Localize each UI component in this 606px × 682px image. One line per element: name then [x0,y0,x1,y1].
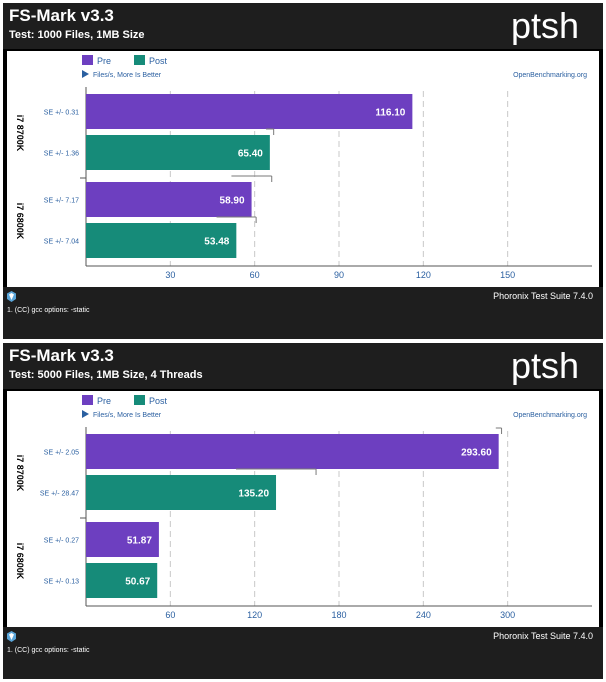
bar-value-label: 53.48 [204,237,229,248]
chart-header: FS-Mark v3.3 Test: 5000 Files, 1MB Size,… [3,343,603,389]
bar-value-label: 65.40 [238,149,263,160]
chart-subtitle: Test: 1000 Files, 1MB Size [9,29,145,41]
chart-footer: Phoronix Test Suite 7.4.0 1. (CC) gcc op… [3,627,603,679]
legend-label: Pre [97,56,111,66]
group-label: i7 8700K [15,455,25,492]
se-label: SE +/- 1.36 [44,151,79,158]
bar-post [86,475,277,510]
bar-value-label: 135.20 [238,489,269,500]
bar-pre [86,434,499,469]
pts-logo-icon: ptsh [511,347,579,385]
x-tick-label: 60 [165,610,175,620]
x-tick-label: 30 [165,270,175,280]
footer-footnote: 1. (CC) gcc options: -static [7,647,90,654]
bar-value-label: 58.90 [220,196,245,207]
x-tick-label: 180 [331,610,346,620]
x-tick-label: 120 [416,270,431,280]
direction-note: Files/s, More Is Better [93,412,162,419]
legend-swatch-post [134,55,145,65]
chart-header: FS-Mark v3.3 Test: 1000 Files, 1MB Size … [3,3,603,49]
pts-footer-icon [7,291,16,302]
x-tick-label: 150 [500,270,515,280]
direction-note: Files/s, More Is Better [93,72,162,79]
se-label: SE +/- 0.13 [44,579,79,586]
legend-swatch-post [134,395,145,405]
se-label: SE +/- 7.17 [44,198,79,205]
legend-label: Pre [97,396,111,406]
direction-arrow-icon [82,410,89,418]
x-tick-label: 90 [334,270,344,280]
x-tick-label: 300 [500,610,515,620]
group-label: i7 8700K [15,115,25,152]
bar-pre [86,182,252,217]
pts-footer-icon [7,631,16,642]
chart-subtitle: Test: 5000 Files, 1MB Size, 4 Threads [9,369,203,381]
bar-pre [86,94,413,129]
pts-logo-text: ptsh [511,347,579,385]
bar-value-label: 51.87 [127,536,152,547]
group-label: i7 6800K [15,203,25,240]
source-label: OpenBenchmarking.org [513,412,587,419]
bar-value-label: 116.10 [375,108,405,119]
source-label: OpenBenchmarking.org [513,72,587,79]
chart-title: FS-Mark v3.3 [9,346,114,365]
footer-footnote: 1. (CC) gcc options: -static [7,307,90,314]
pts-logo-icon: ptsh [511,7,579,45]
legend-swatch-pre [82,395,93,405]
chart-title: FS-Mark v3.3 [9,6,114,25]
se-label: SE +/- 0.31 [44,110,79,117]
bar-post [86,223,237,258]
legend-label: Post [149,56,168,66]
legend-label: Post [149,396,168,406]
footer-suite-version: Phoronix Test Suite 7.4.0 [493,631,593,641]
chart-panel-2: FS-Mark v3.3 Test: 5000 Files, 1MB Size,… [3,343,603,679]
legend-swatch-pre [82,55,93,65]
bar-post [86,135,270,170]
bar-pre [86,522,159,557]
bar-value-label: 293.60 [461,448,492,459]
se-label: SE +/- 2.05 [44,450,79,457]
group-label: i7 6800K [15,543,25,580]
chart-panel-1: FS-Mark v3.3 Test: 1000 Files, 1MB Size … [3,3,603,339]
direction-arrow-icon [82,70,89,78]
x-tick-label: 60 [250,270,260,280]
footer-suite-version: Phoronix Test Suite 7.4.0 [493,291,593,301]
x-tick-label: 240 [416,610,431,620]
x-tick-label: 120 [247,610,262,620]
chart-footer: Phoronix Test Suite 7.4.0 1. (CC) gcc op… [3,287,603,339]
bar-post [86,563,158,598]
se-label: SE +/- 0.27 [44,538,79,545]
se-label: SE +/- 7.04 [44,239,79,246]
se-label: SE +/- 28.47 [40,491,79,498]
bar-value-label: 50.67 [125,577,150,588]
pts-logo-text: ptsh [511,7,579,45]
bar-chart-1: Pre Post Files/s, More Is Better OpenBenchm… [15,55,592,280]
bar-chart-2: Pre Post Files/s, More Is Better OpenBenchm… [15,395,592,620]
